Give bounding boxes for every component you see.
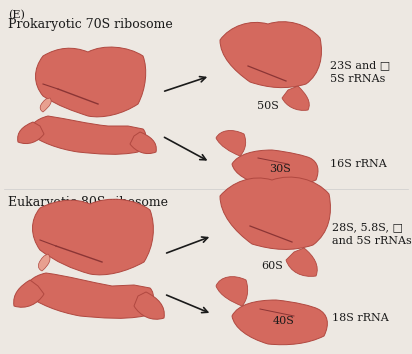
Text: 40S: 40S — [273, 316, 295, 326]
PathPatch shape — [232, 150, 318, 187]
PathPatch shape — [282, 86, 309, 110]
PathPatch shape — [216, 276, 248, 306]
Text: 23S and □
5S rRNAs: 23S and □ 5S rRNAs — [330, 61, 390, 84]
Text: 16S rRNA: 16S rRNA — [330, 159, 387, 169]
PathPatch shape — [232, 300, 328, 345]
Text: 60S: 60S — [261, 261, 283, 271]
PathPatch shape — [18, 122, 44, 144]
PathPatch shape — [134, 292, 164, 319]
PathPatch shape — [130, 132, 156, 154]
Text: 28S, 5.8S, □
and 5S rRNAs: 28S, 5.8S, □ and 5S rRNAs — [332, 222, 412, 246]
PathPatch shape — [220, 177, 330, 250]
PathPatch shape — [14, 280, 44, 307]
PathPatch shape — [286, 248, 317, 276]
PathPatch shape — [33, 199, 153, 275]
Text: Prokaryotic 70S ribosome: Prokaryotic 70S ribosome — [8, 18, 173, 31]
PathPatch shape — [30, 116, 146, 154]
Text: 18S rRNA: 18S rRNA — [332, 313, 389, 323]
Text: 50S: 50S — [257, 101, 279, 111]
Text: 30S: 30S — [269, 164, 291, 174]
Text: (E): (E) — [8, 10, 25, 20]
PathPatch shape — [216, 131, 246, 156]
PathPatch shape — [220, 22, 321, 88]
Text: Eukaryotic 80S ribosome: Eukaryotic 80S ribosome — [8, 196, 168, 209]
PathPatch shape — [40, 98, 51, 112]
PathPatch shape — [26, 273, 153, 318]
PathPatch shape — [38, 254, 50, 271]
PathPatch shape — [35, 47, 146, 117]
